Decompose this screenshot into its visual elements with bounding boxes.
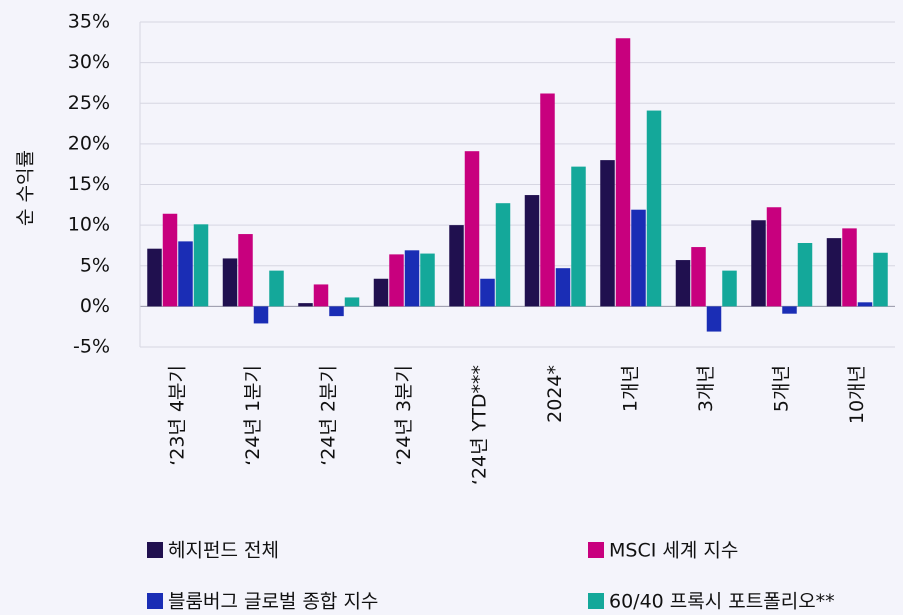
- bar: [631, 209, 646, 307]
- x-tick-label: 2024*: [544, 365, 566, 423]
- y-tick-label: 35%: [68, 11, 110, 33]
- y-axis-label: 순 수익률: [15, 150, 37, 226]
- bar: [751, 220, 766, 307]
- bar: [600, 160, 615, 307]
- y-tick-label: 30%: [68, 51, 110, 73]
- bar: [540, 93, 555, 307]
- legend-label: 60/40 프록시 포트폴리오**: [609, 591, 835, 613]
- bar: [373, 278, 389, 307]
- bar: [449, 225, 464, 307]
- bar: [873, 252, 888, 307]
- x-tick-label: ‘24년 1분기: [242, 365, 264, 466]
- y-tick-label: 5%: [80, 254, 110, 276]
- x-tick-label: ‘23년 4분기: [166, 365, 188, 466]
- bar: [675, 260, 691, 307]
- bar: [571, 166, 586, 307]
- bar: [389, 254, 404, 307]
- bar: [842, 228, 857, 307]
- bar: [782, 306, 797, 314]
- y-tick-label: 25%: [68, 92, 110, 114]
- y-tick-label: 0%: [80, 295, 110, 317]
- x-tick-label: ‘24년 YTD***: [468, 365, 490, 485]
- bar: [706, 306, 722, 332]
- bar: [329, 306, 344, 317]
- x-tick-label: ‘24년 2분기: [317, 365, 339, 466]
- bar: [615, 38, 631, 307]
- bar: [298, 303, 313, 307]
- bar: [857, 302, 873, 307]
- bar: [646, 110, 662, 307]
- bar: [178, 241, 193, 307]
- bar: [524, 195, 540, 307]
- bar: [313, 284, 329, 307]
- bar: [691, 247, 706, 307]
- y-tick-label: -5%: [73, 336, 110, 358]
- bar: [253, 306, 269, 324]
- legend-label: 블룸버그 글로벌 종합 지수: [168, 591, 378, 613]
- bar: [344, 297, 360, 307]
- bar: [797, 243, 813, 307]
- bar: [193, 224, 209, 307]
- bar: [147, 248, 162, 307]
- x-tick-label: 10개년: [846, 365, 868, 424]
- bar: [826, 238, 842, 307]
- legend-label: MSCI 세계 지수: [609, 540, 738, 562]
- bar: [495, 203, 511, 307]
- bar: [480, 278, 495, 307]
- bar: [722, 270, 737, 307]
- legend-swatch: [147, 593, 163, 609]
- x-tick-label: ‘24년 3분기: [393, 365, 415, 466]
- bar: [766, 207, 782, 307]
- legend-label: 헤지펀드 전체: [168, 540, 279, 562]
- y-tick-label: 20%: [68, 132, 110, 154]
- y-tick-label: 10%: [68, 214, 110, 236]
- bar: [555, 268, 571, 307]
- x-tick-label: 3개년: [695, 365, 717, 412]
- bar: [404, 250, 420, 307]
- x-tick-label: 5개년: [770, 365, 792, 412]
- legend-swatch: [588, 593, 604, 609]
- bar: [238, 234, 253, 307]
- bar: [420, 253, 435, 307]
- bar: [162, 213, 178, 307]
- legend-swatch: [147, 542, 163, 558]
- bar: [464, 151, 480, 307]
- bar: [269, 270, 284, 307]
- x-tick-label: 1개년: [619, 365, 641, 412]
- bar: [222, 258, 238, 307]
- legend-swatch: [588, 542, 604, 558]
- y-tick-label: 15%: [68, 173, 110, 195]
